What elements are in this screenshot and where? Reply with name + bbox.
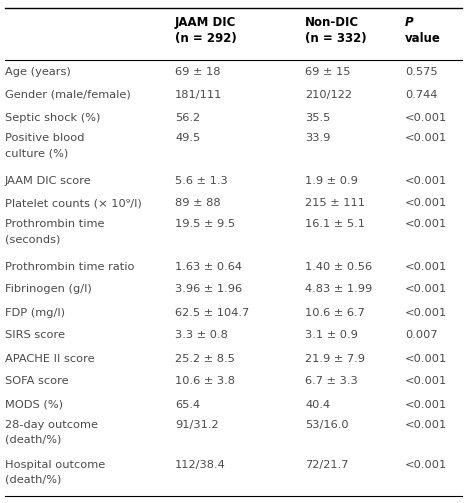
- Text: 56.2: 56.2: [175, 113, 200, 123]
- Text: Gender (male/female): Gender (male/female): [5, 90, 131, 100]
- Text: value: value: [405, 32, 441, 45]
- Text: <0.001: <0.001: [405, 420, 447, 430]
- Text: Fibrinogen (g/l): Fibrinogen (g/l): [5, 285, 92, 294]
- Text: <0.001: <0.001: [405, 354, 447, 364]
- Text: 19.5 ± 9.5: 19.5 ± 9.5: [175, 219, 235, 229]
- Text: SIRS score: SIRS score: [5, 330, 65, 341]
- Text: (seconds): (seconds): [5, 234, 60, 244]
- Text: 89 ± 88: 89 ± 88: [175, 199, 220, 209]
- Text: 3.3 ± 0.8: 3.3 ± 0.8: [175, 330, 228, 341]
- Text: <0.001: <0.001: [405, 133, 447, 143]
- Text: 25.2 ± 8.5: 25.2 ± 8.5: [175, 354, 235, 364]
- Text: 69 ± 18: 69 ± 18: [175, 66, 220, 76]
- Text: 0.575: 0.575: [405, 66, 438, 76]
- Text: 6.7 ± 3.3: 6.7 ± 3.3: [305, 377, 358, 386]
- Text: 112/38.4: 112/38.4: [175, 460, 226, 470]
- Text: <0.001: <0.001: [405, 285, 447, 294]
- Text: 91/31.2: 91/31.2: [175, 420, 219, 430]
- Text: Prothrombin time ratio: Prothrombin time ratio: [5, 262, 134, 272]
- Text: 40.4: 40.4: [305, 399, 330, 409]
- Text: Septic shock (%): Septic shock (%): [5, 113, 100, 123]
- Text: FDP (mg/l): FDP (mg/l): [5, 307, 65, 317]
- Text: Prothrombin time: Prothrombin time: [5, 219, 105, 229]
- Text: (n = 332): (n = 332): [305, 32, 367, 45]
- Text: 0.744: 0.744: [405, 90, 438, 100]
- Text: 1.9 ± 0.9: 1.9 ± 0.9: [305, 176, 358, 186]
- Text: 1.63 ± 0.64: 1.63 ± 0.64: [175, 262, 242, 272]
- Text: 69 ± 15: 69 ± 15: [305, 66, 351, 76]
- Text: SOFA score: SOFA score: [5, 377, 69, 386]
- Text: 181/111: 181/111: [175, 90, 222, 100]
- Text: JAAM DIC score: JAAM DIC score: [5, 176, 92, 186]
- Text: 210/122: 210/122: [305, 90, 352, 100]
- Text: 16.1 ± 5.1: 16.1 ± 5.1: [305, 219, 365, 229]
- Text: <0.001: <0.001: [405, 176, 447, 186]
- Text: <0.001: <0.001: [405, 399, 447, 409]
- Text: <0.001: <0.001: [405, 460, 447, 470]
- Text: 53/16.0: 53/16.0: [305, 420, 349, 430]
- Text: <0.001: <0.001: [405, 199, 447, 209]
- Text: Non-DIC: Non-DIC: [305, 16, 359, 29]
- Text: 28-day outcome: 28-day outcome: [5, 420, 98, 430]
- Text: Age (years): Age (years): [5, 66, 71, 76]
- Text: 1.40 ± 0.56: 1.40 ± 0.56: [305, 262, 372, 272]
- Text: 215 ± 111: 215 ± 111: [305, 199, 365, 209]
- Text: MODS (%): MODS (%): [5, 399, 63, 409]
- Text: Platelet counts (× 10⁹/l): Platelet counts (× 10⁹/l): [5, 199, 142, 209]
- Text: 10.6 ± 3.8: 10.6 ± 3.8: [175, 377, 235, 386]
- Text: Hospital outcome: Hospital outcome: [5, 460, 105, 470]
- Text: 35.5: 35.5: [305, 113, 330, 123]
- Text: 33.9: 33.9: [305, 133, 330, 143]
- Text: 65.4: 65.4: [175, 399, 200, 409]
- Text: APACHE II score: APACHE II score: [5, 354, 95, 364]
- Text: Positive blood: Positive blood: [5, 133, 85, 143]
- Text: 62.5 ± 104.7: 62.5 ± 104.7: [175, 307, 249, 317]
- Text: 3.96 ± 1.96: 3.96 ± 1.96: [175, 285, 242, 294]
- Text: 3.1 ± 0.9: 3.1 ± 0.9: [305, 330, 358, 341]
- Text: 4.83 ± 1.99: 4.83 ± 1.99: [305, 285, 372, 294]
- Text: 49.5: 49.5: [175, 133, 200, 143]
- Text: <0.001: <0.001: [405, 113, 447, 123]
- Text: 0.007: 0.007: [405, 330, 438, 341]
- Text: (n = 292): (n = 292): [175, 32, 237, 45]
- Text: JAAM DIC: JAAM DIC: [175, 16, 236, 29]
- Text: (death/%): (death/%): [5, 435, 61, 445]
- Text: P: P: [405, 16, 414, 29]
- Text: 21.9 ± 7.9: 21.9 ± 7.9: [305, 354, 365, 364]
- Text: 72/21.7: 72/21.7: [305, 460, 348, 470]
- Text: 10.6 ± 6.7: 10.6 ± 6.7: [305, 307, 365, 317]
- Text: 5.6 ± 1.3: 5.6 ± 1.3: [175, 176, 228, 186]
- Text: <0.001: <0.001: [405, 219, 447, 229]
- Text: (death/%): (death/%): [5, 475, 61, 485]
- Text: culture (%): culture (%): [5, 148, 68, 158]
- Text: <0.001: <0.001: [405, 262, 447, 272]
- Text: <0.001: <0.001: [405, 377, 447, 386]
- Text: <0.001: <0.001: [405, 307, 447, 317]
